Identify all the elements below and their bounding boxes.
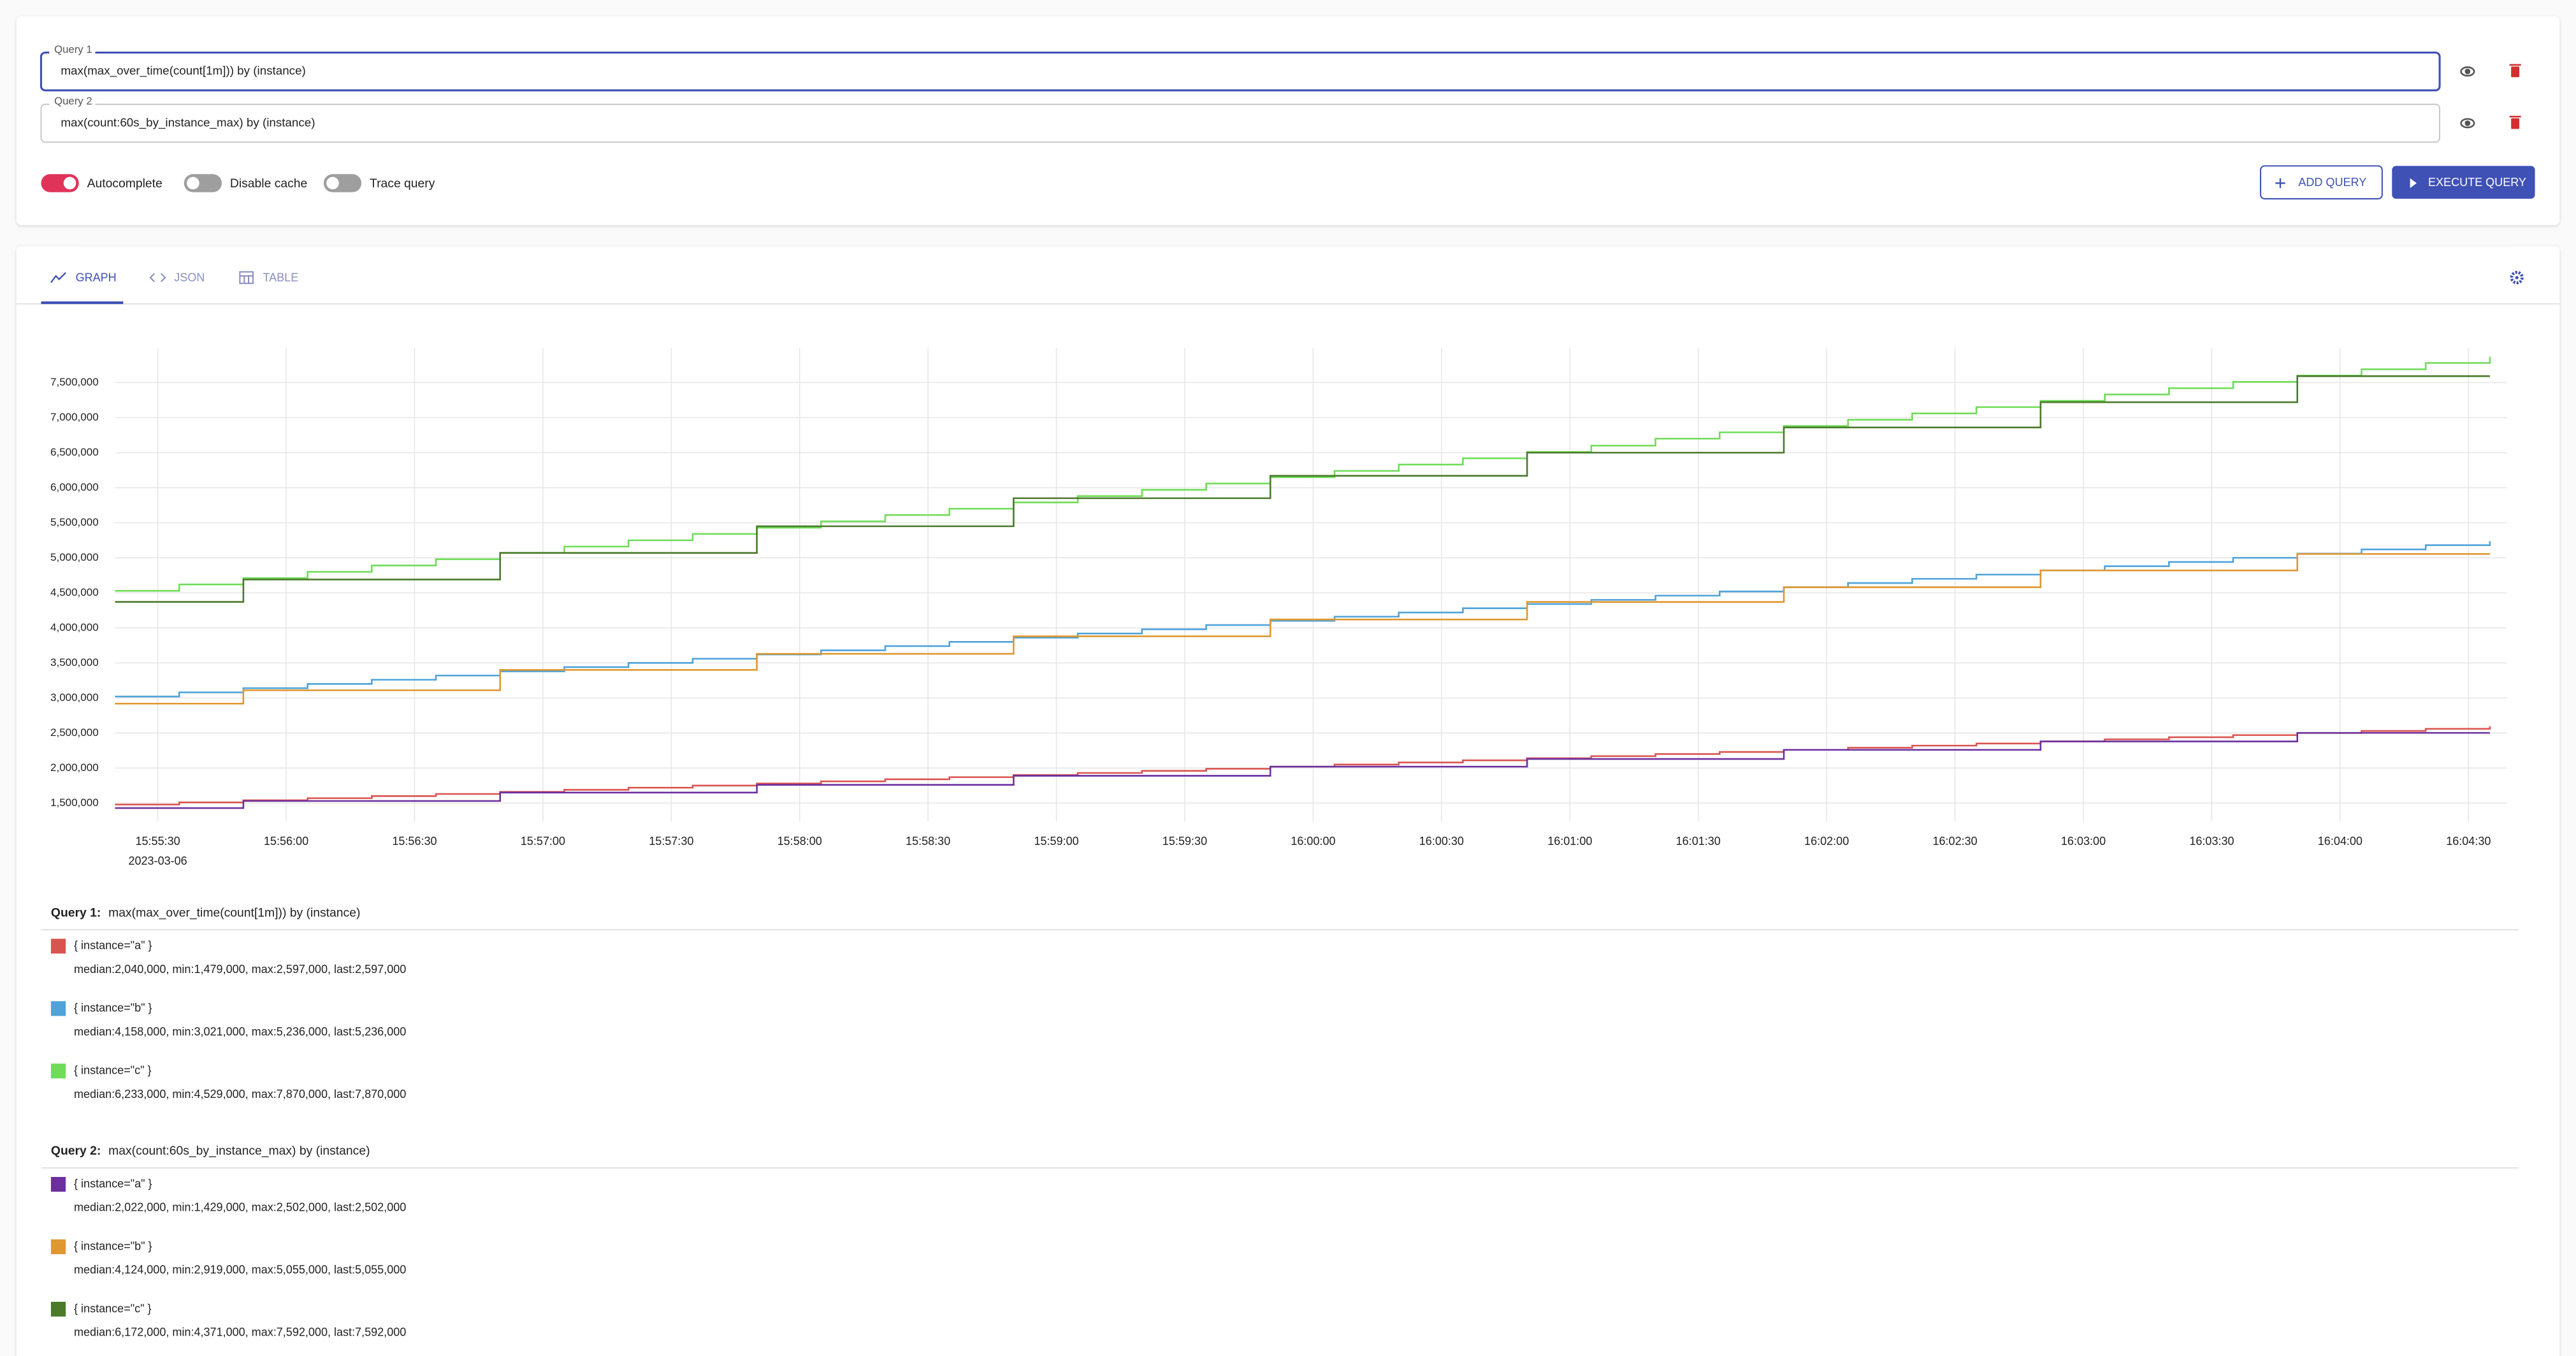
y-tick-label: 2,000,000: [50, 761, 99, 774]
legend-group-expr: max(max_over_time(count[1m])) by (instan…: [108, 906, 360, 920]
x-tick-label: 16:01:00: [1547, 835, 1592, 847]
x-tick-label: 15:59:30: [1162, 835, 1207, 847]
label-gap: [49, 49, 96, 56]
x-tick-label: 15:56:00: [264, 835, 308, 847]
legend-stats: median:2,022,000, min:1,429,000, max:2,5…: [74, 1201, 406, 1214]
legend-swatch[interactable]: [50, 939, 66, 954]
x-date-label: 2023-03-06: [128, 855, 187, 867]
tab-label[interactable]: JSON: [174, 271, 205, 284]
y-tick-label: 7,000,000: [50, 411, 99, 423]
x-tick-label: 16:00:30: [1419, 835, 1464, 847]
y-tick-label: 2,500,000: [50, 726, 99, 739]
legend-name[interactable]: { instance="a" }: [74, 1177, 152, 1190]
result-card: [16, 246, 2560, 1356]
play-icon: [2410, 178, 2417, 189]
label-gap: [49, 101, 96, 108]
legend-name[interactable]: { instance="c" }: [74, 1302, 152, 1315]
x-tick-label: 15:58:30: [906, 835, 950, 847]
tab-label[interactable]: TABLE: [263, 271, 298, 284]
legend-swatch[interactable]: [50, 1064, 66, 1079]
x-tick-label: 16:01:30: [1676, 835, 1721, 847]
toggle-label: Disable cache: [230, 177, 307, 191]
query-input[interactable]: [40, 51, 2441, 92]
legend-swatch[interactable]: [50, 1177, 66, 1192]
x-tick-label: 16:00:00: [1291, 835, 1335, 847]
x-tick-label: 15:59:00: [1034, 835, 1078, 847]
legend-name[interactable]: { instance="b" }: [74, 1002, 152, 1014]
legend-stats: median:6,172,000, min:4,371,000, max:7,5…: [74, 1326, 406, 1339]
series-line: [115, 375, 2490, 603]
y-tick-label: 6,000,000: [50, 481, 99, 493]
eye-icon[interactable]: [2460, 66, 2475, 77]
add-query-label: ADD QUERY: [2298, 176, 2366, 189]
query-input[interactable]: [40, 103, 2440, 143]
x-tick-label: 15:58:00: [778, 835, 822, 847]
legend-swatch[interactable]: [50, 1301, 66, 1317]
legend-name[interactable]: { instance="b" }: [74, 1239, 152, 1252]
x-tick-label: 15:57:30: [649, 835, 693, 847]
table-icon: [239, 271, 254, 284]
y-tick-label: 4,000,000: [50, 621, 99, 633]
x-tick-label: 15:55:30: [135, 835, 180, 847]
delete-icon[interactable]: [2509, 115, 2521, 129]
legend-stats: median:2,040,000, min:1,479,000, max:2,5…: [74, 963, 406, 976]
y-tick-label: 3,000,000: [50, 691, 99, 703]
series-line: [115, 732, 2490, 809]
settings-icon[interactable]: [2510, 271, 2524, 285]
toggle-label: Trace query: [370, 177, 435, 191]
legend-group-expr: max(count:60s_by_instance_max) by (insta…: [108, 1144, 370, 1158]
legend-swatch[interactable]: [50, 1239, 66, 1255]
eye-icon[interactable]: [2460, 118, 2475, 129]
y-tick-label: 5,500,000: [50, 516, 99, 528]
y-tick-label: 1,500,000: [50, 797, 99, 809]
tab-label[interactable]: GRAPH: [76, 271, 117, 284]
y-tick-label: 7,500,000: [50, 376, 99, 388]
code-icon: [149, 273, 166, 282]
x-tick-label: 16:03:30: [2189, 835, 2234, 847]
legend-stats: median:4,124,000, min:2,919,000, max:5,0…: [74, 1264, 406, 1276]
query-text: max(count:60s_by_instance_max) by (insta…: [61, 115, 315, 129]
y-tick-label: 6,500,000: [50, 446, 99, 458]
x-tick-label: 16:04:00: [2318, 835, 2363, 847]
x-tick-label: 15:57:00: [521, 835, 565, 847]
tab-indicator: [41, 301, 124, 305]
graph-icon: [50, 272, 66, 284]
query-label: Query 2: [54, 95, 92, 107]
query-text: max(max_over_time(count[1m])) by (instan…: [61, 64, 305, 78]
add-query-button[interactable]: [2260, 165, 2383, 199]
x-tick-label: 16:03:00: [2061, 835, 2106, 847]
y-tick-label: 5,000,000: [50, 551, 99, 563]
query-label: Query 1: [54, 43, 92, 55]
legend-name[interactable]: { instance="c" }: [74, 1064, 152, 1077]
execute-query-button[interactable]: [2392, 166, 2535, 199]
plus-icon: [2275, 178, 2285, 189]
toggle-knob: [187, 177, 199, 190]
legend-group-title: Query 2:: [51, 1144, 101, 1158]
legend-stats: median:6,233,000, min:4,529,000, max:7,8…: [74, 1088, 406, 1100]
legend-group-title: Query 1:: [51, 906, 101, 920]
y-tick-label: 3,500,000: [50, 656, 99, 668]
y-tick-label: 4,500,000: [50, 586, 99, 598]
x-tick-label: 16:04:30: [2446, 835, 2491, 847]
legend-stats: median:4,158,000, min:3,021,000, max:5,2…: [74, 1025, 406, 1038]
toggle-label: Autocomplete: [87, 177, 163, 191]
delete-icon[interactable]: [2509, 64, 2521, 78]
legend-swatch[interactable]: [50, 1001, 66, 1016]
execute-query-label: EXECUTE QUERY: [2428, 176, 2526, 189]
series-line: [115, 553, 2490, 705]
x-tick-label: 16:02:30: [1932, 835, 1977, 847]
series-line: [115, 541, 2491, 698]
toggle-knob: [326, 177, 339, 190]
toggle-knob: [63, 177, 76, 190]
x-tick-label: 15:56:30: [392, 835, 437, 847]
legend-name[interactable]: { instance="a" }: [74, 939, 152, 952]
x-tick-label: 16:02:00: [1804, 835, 1849, 847]
